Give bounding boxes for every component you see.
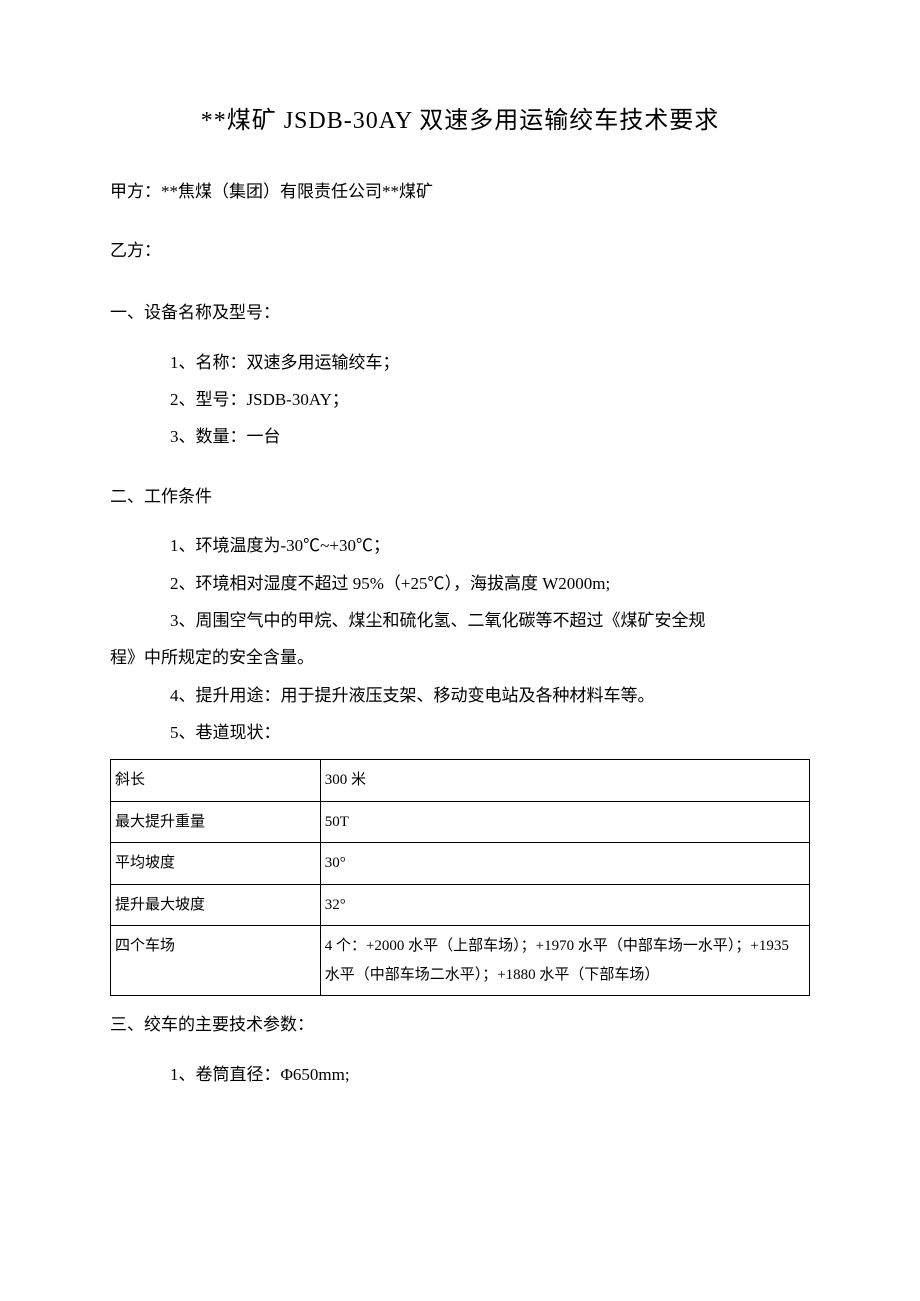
table-cell-label: 四个车场	[111, 926, 321, 996]
table-row: 斜长 300 米	[111, 760, 810, 802]
table-cell-label: 提升最大坡度	[111, 884, 321, 926]
section-1-item-1: 1、名称：双速多用运输绞车；	[110, 344, 810, 381]
section-2-item-5: 5、巷道现状：	[110, 714, 810, 751]
table-cell-value: 30°	[320, 843, 809, 885]
table-cell-value: 300 米	[320, 760, 809, 802]
table-cell-label: 斜长	[111, 760, 321, 802]
party-b: 乙方：	[110, 236, 810, 267]
table-cell-value: 4 个：+2000 水平（上部车场）；+1970 水平（中部车场一水平）；+19…	[320, 926, 809, 996]
section-2-item-3-cont: 程》中所规定的安全含量。	[110, 639, 810, 676]
section-2-item-4: 4、提升用途：用于提升液压支架、移动变电站及各种材料车等。	[110, 677, 810, 714]
document-title: **煤矿 JSDB-30AY 双速多用运输绞车技术要求	[110, 100, 810, 135]
section-2-item-1: 1、环境温度为-30℃~+30℃；	[110, 527, 810, 564]
table-cell-label: 最大提升重量	[111, 801, 321, 843]
section-3-header: 三、绞车的主要技术参数：	[110, 1006, 810, 1043]
table-cell-label: 平均坡度	[111, 843, 321, 885]
party-a: 甲方：**焦煤（集团）有限责任公司**煤矿	[110, 177, 810, 208]
section-1-item-3: 3、数量：一台	[110, 418, 810, 455]
section-2-header: 二、工作条件	[110, 478, 810, 515]
section-2-item-3: 3、周围空气中的甲烷、煤尘和硫化氢、二氧化碳等不超过《煤矿安全规	[110, 602, 810, 639]
table-cell-value: 50T	[320, 801, 809, 843]
section-3-item-1: 1、卷筒直径：Φ650mm;	[110, 1056, 810, 1093]
table-row: 四个车场 4 个：+2000 水平（上部车场）；+1970 水平（中部车场一水平…	[111, 926, 810, 996]
spec-table: 斜长 300 米 最大提升重量 50T 平均坡度 30° 提升最大坡度 32° …	[110, 759, 810, 996]
table-row: 最大提升重量 50T	[111, 801, 810, 843]
section-1-item-2: 2、型号：JSDB-30AY；	[110, 381, 810, 418]
table-cell-value: 32°	[320, 884, 809, 926]
table-row: 提升最大坡度 32°	[111, 884, 810, 926]
section-2-item-2: 2、环境相对湿度不超过 95%（+25℃），海拔高度 W2000m;	[110, 565, 810, 602]
table-row: 平均坡度 30°	[111, 843, 810, 885]
section-1-header: 一、设备名称及型号：	[110, 294, 810, 331]
